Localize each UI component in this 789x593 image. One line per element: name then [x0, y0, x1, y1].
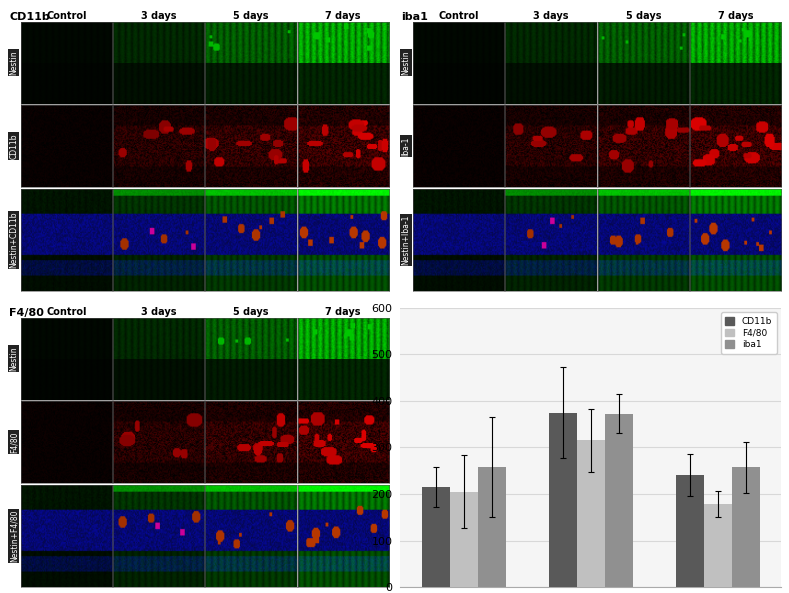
Text: CD11b: CD11b: [9, 12, 50, 22]
Legend: CD11b, F4/80, iba1: CD11b, F4/80, iba1: [721, 313, 776, 354]
Text: 7 days: 7 days: [326, 307, 361, 317]
Text: 5 days: 5 days: [234, 307, 269, 317]
Text: F4/80: F4/80: [9, 432, 18, 453]
Text: 3 days: 3 days: [141, 11, 177, 21]
Text: Nestin: Nestin: [9, 50, 18, 75]
Bar: [675, 476, 704, 587]
Bar: [604, 414, 633, 587]
Text: Control: Control: [47, 11, 87, 21]
Text: Control: Control: [47, 307, 87, 317]
Text: Nestin+F4/80: Nestin+F4/80: [9, 510, 18, 562]
Text: 5 days: 5 days: [626, 11, 661, 21]
Text: Nestin+CD11b: Nestin+CD11b: [9, 212, 18, 268]
Bar: [731, 467, 760, 587]
Text: 3 days: 3 days: [141, 307, 177, 317]
Text: 7 days: 7 days: [718, 11, 753, 21]
Bar: [704, 504, 731, 587]
Bar: [450, 492, 477, 587]
Text: Nestin: Nestin: [9, 346, 18, 371]
Text: iba1: iba1: [402, 12, 428, 22]
Bar: [477, 467, 506, 587]
Text: Nestin: Nestin: [402, 50, 410, 75]
Text: F4/80: F4/80: [9, 308, 44, 318]
Bar: [422, 487, 450, 587]
Text: Control: Control: [439, 11, 479, 21]
Text: 7 days: 7 days: [326, 11, 361, 21]
Text: CD11b: CD11b: [9, 133, 18, 159]
Text: Iba-1: Iba-1: [402, 136, 410, 156]
Bar: [549, 413, 577, 587]
Text: 5 days: 5 days: [234, 11, 269, 21]
Text: 3 days: 3 days: [533, 11, 569, 21]
Bar: [577, 441, 604, 587]
Text: Nestin+Iba-1: Nestin+Iba-1: [402, 215, 410, 265]
